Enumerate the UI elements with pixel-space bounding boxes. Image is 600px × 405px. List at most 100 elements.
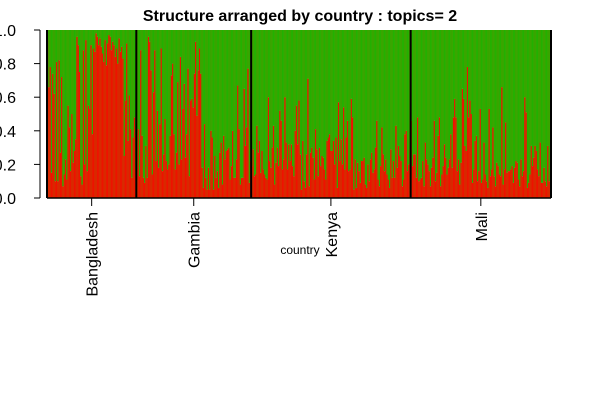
bar-topic2-bangladesh-23 xyxy=(76,30,78,37)
bar-topic2-gambia-30 xyxy=(174,30,177,170)
bar-topic2-bangladesh-22 xyxy=(75,30,77,140)
bar-topic1-kenya-37 xyxy=(298,100,300,198)
bar-topic2-gambia-55 xyxy=(206,30,209,190)
bar-topic1-bangladesh-68 xyxy=(133,117,136,198)
bar-topic1-kenya-5 xyxy=(257,152,260,198)
bar-topic1-mali-7 xyxy=(419,179,422,198)
bar-topic1-bangladesh-45 xyxy=(104,40,107,198)
bar-topic2-gambia-59 xyxy=(211,30,214,138)
bar-topic2-mali-105 xyxy=(544,30,547,182)
bar-topic1-kenya-35 xyxy=(295,105,298,198)
bar-topic2-gambia-34 xyxy=(179,30,182,57)
y-axis: 0.0 0.2 0.4 0.6 0.8 1.0 xyxy=(0,23,41,208)
bar-topic1-bangladesh-16 xyxy=(67,105,70,198)
bar-topic2-kenya-52 xyxy=(317,30,320,177)
bar-topic2-gambia-61 xyxy=(214,30,216,156)
bar-topic1-kenya-85 xyxy=(359,182,362,198)
bar-topic2-bangladesh-34 xyxy=(90,30,93,46)
bar-topic2-kenya-8 xyxy=(261,30,263,151)
bar-topic1-bangladesh-61 xyxy=(124,100,127,198)
bar-topic2-gambia-80 xyxy=(238,30,241,130)
bar-topic1-kenya-36 xyxy=(297,144,299,198)
bar-topic1-mali-28 xyxy=(446,174,448,198)
bar-topic2-gambia-13 xyxy=(152,30,155,93)
bar-topic1-gambia-16 xyxy=(156,110,159,198)
bar-topic1-kenya-63 xyxy=(331,150,334,198)
bar-topic1-bangladesh-44 xyxy=(103,61,105,198)
bar-topic2-gambia-21 xyxy=(163,30,165,155)
bar-topic1-kenya-75 xyxy=(346,120,349,198)
bar-topic2-gambia-38 xyxy=(184,30,187,158)
bar-topic1-mali-20 xyxy=(436,172,438,198)
bar-topic1-bangladesh-33 xyxy=(89,108,91,198)
bar-topic1-mali-81 xyxy=(514,167,516,198)
bar-topic1-bangladesh-6 xyxy=(54,181,57,198)
bar-topic2-kenya-30 xyxy=(289,30,292,162)
bar-topic2-mali-7 xyxy=(419,30,422,180)
bar-topic1-gambia-49 xyxy=(198,48,201,199)
bar-topic1-kenya-21 xyxy=(277,166,280,198)
bar-topic2-mali-34 xyxy=(454,30,456,99)
bar-topic2-mali-50 xyxy=(474,30,477,141)
bar-topic2-kenya-45 xyxy=(308,30,311,187)
bar-topic2-mali-16 xyxy=(431,30,433,168)
bar-topic2-kenya-68 xyxy=(337,30,340,103)
bar-topic2-kenya-26 xyxy=(284,30,286,98)
bar-topic2-kenya-63 xyxy=(331,30,334,151)
bar-topic2-bangladesh-6 xyxy=(54,30,57,182)
bar-topic1-kenya-44 xyxy=(307,78,309,198)
bar-topic2-mali-78 xyxy=(510,30,512,170)
bar-topic2-kenya-121 xyxy=(405,30,408,131)
bar-topic2-mali-104 xyxy=(543,30,545,168)
bar-topic1-kenya-83 xyxy=(357,162,359,198)
bar-topic1-mali-107 xyxy=(547,145,549,198)
bar-topic2-bangladesh-15 xyxy=(66,30,68,180)
bar-topic2-bangladesh-8 xyxy=(57,30,59,182)
bar-topic1-bangladesh-28 xyxy=(82,50,85,198)
bar-topic1-bangladesh-1 xyxy=(48,87,50,198)
bar-topic2-kenya-37 xyxy=(298,30,300,101)
bar-topic1-mali-59 xyxy=(485,181,488,198)
bar-topic2-bangladesh-11 xyxy=(61,30,63,78)
bar-topic2-kenya-15 xyxy=(270,30,272,168)
bar-topic2-mali-101 xyxy=(539,30,542,143)
bar-topic2-mali-49 xyxy=(473,30,475,170)
bar-topic2-kenya-106 xyxy=(386,30,389,175)
bar-topic2-kenya-12 xyxy=(266,30,269,180)
bar-topic1-kenya-48 xyxy=(312,157,315,198)
bar-topic2-gambia-81 xyxy=(239,30,242,185)
bar-topic1-bangladesh-62 xyxy=(126,43,128,198)
bar-topic2-bangladesh-38 xyxy=(95,30,98,34)
bar-topic1-kenya-116 xyxy=(399,156,401,198)
bar-topic2-kenya-111 xyxy=(392,30,395,162)
y-tick-label-0.0: 0.0 xyxy=(0,191,16,208)
bar-topic1-kenya-4 xyxy=(256,125,258,198)
bar-topic1-gambia-31 xyxy=(175,152,178,198)
bar-topic2-mali-37 xyxy=(457,30,460,160)
bar-topic1-mali-96 xyxy=(533,157,535,198)
bar-topic1-bangladesh-64 xyxy=(128,95,131,198)
bar-topic1-bangladesh-9 xyxy=(58,60,61,198)
bar-topic2-gambia-24 xyxy=(166,30,169,170)
bar-topic1-kenya-34 xyxy=(294,130,297,198)
bar-topic2-kenya-115 xyxy=(397,30,400,146)
bar-topic1-mali-88 xyxy=(522,171,525,198)
bar-topic2-kenya-83 xyxy=(357,30,359,163)
bar-topic2-kenya-122 xyxy=(406,30,409,172)
bar-topic2-mali-42 xyxy=(464,30,466,146)
bar-topic1-bangladesh-59 xyxy=(122,58,124,199)
bar-topic2-bangladesh-2 xyxy=(49,30,52,67)
bar-topic2-bangladesh-54 xyxy=(115,30,118,49)
bar-topic2-kenya-6 xyxy=(258,30,261,141)
bar-topic2-gambia-39 xyxy=(186,30,188,135)
bar-topic2-kenya-50 xyxy=(314,30,317,130)
bar-topic1-kenya-113 xyxy=(395,125,397,198)
bar-topic2-gambia-72 xyxy=(228,30,230,148)
bar-topic2-gambia-6 xyxy=(143,30,146,183)
bar-topic1-mali-43 xyxy=(465,150,468,198)
bar-topic2-gambia-65 xyxy=(219,30,221,153)
bar-topic2-kenya-3 xyxy=(254,30,257,175)
bar-topic1-kenya-58 xyxy=(325,179,327,198)
bar-topic2-kenya-91 xyxy=(367,30,369,165)
bar-topic2-gambia-70 xyxy=(225,30,228,151)
